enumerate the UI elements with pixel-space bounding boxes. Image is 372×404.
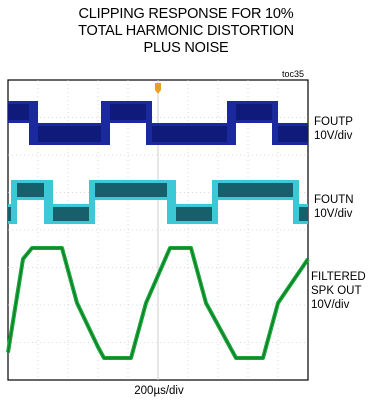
foutn-trace-band-core	[176, 207, 212, 221]
chart-title: CLIPPING RESPONSE FOR 10% TOTAL HARMONIC…	[0, 6, 372, 57]
foutn-trace-band-core	[17, 183, 44, 197]
x-axis-label: 200µs/div	[134, 385, 184, 397]
label-foutp-scale: 10V/div	[314, 130, 353, 142]
label-foutp-name: FOUTP	[314, 116, 353, 128]
trigger-marker	[155, 83, 161, 94]
label-filtered-name-2: SPK OUT	[311, 285, 362, 297]
foutp-trace-edge	[29, 101, 38, 145]
label-foutn-name: FOUTN	[314, 194, 354, 206]
foutp-trace-band-core	[152, 126, 188, 142]
label-foutn-scale: 10V/div	[314, 208, 353, 220]
foutn-trace-band-core	[218, 183, 293, 197]
foutn-trace-edge	[212, 180, 218, 224]
foutp-trace-band-core	[110, 104, 146, 120]
foutp-trace-band-core	[68, 126, 101, 142]
foutp-trace-edge	[272, 101, 278, 145]
foutp-trace-band-core	[278, 126, 308, 142]
label-filtered: FILTERED SPK OUT 10V/div	[311, 270, 366, 312]
foutp-trace-edge	[227, 101, 236, 145]
foutn-trace-band-core	[95, 183, 167, 197]
foutp-trace-band-core	[188, 126, 227, 142]
foutn-trace-band-core	[299, 207, 308, 221]
filtered-trace-core	[7, 247, 309, 359]
foutn-trace-edge	[89, 180, 95, 224]
foutp-trace-band-core	[38, 126, 68, 142]
foutn-trace-edge	[11, 180, 17, 224]
foutn-trace-edge	[293, 180, 299, 224]
label-foutp: FOUTP 10V/div	[314, 115, 353, 143]
foutp-trace-band-core	[236, 104, 272, 120]
label-filtered-name-1: FILTERED	[311, 271, 366, 283]
label-filtered-scale: 10V/div	[311, 299, 350, 311]
foutp-trace-edge	[101, 101, 110, 145]
foutp-trace-band-core	[8, 104, 29, 120]
title-line-2: TOTAL HARMONIC DISTORTION	[78, 23, 294, 39]
label-foutn: FOUTN 10V/div	[314, 193, 354, 221]
title-line-3: PLUS NOISE	[143, 40, 229, 56]
foutp-trace-edge	[146, 101, 152, 145]
foutn-trace-band-core	[53, 207, 89, 221]
foutn-trace-edge	[44, 180, 53, 224]
title-line-1: CLIPPING RESPONSE FOR 10%	[78, 6, 294, 22]
foutn-trace-edge	[167, 180, 176, 224]
figure-id: toc35	[282, 69, 305, 79]
foutn-trace-band-core	[8, 207, 11, 221]
